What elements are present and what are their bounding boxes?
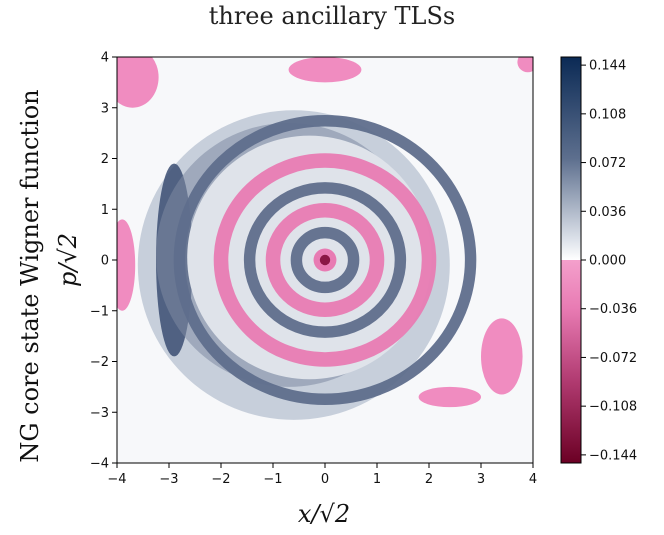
colorbar-tick-label: −0.144 — [589, 448, 637, 463]
y-tick-label: 0 — [101, 254, 109, 269]
plot-area: −4 −3 −2 −1 0 1 2 3 4 4 3 2 1 0 −1 −2 −3 −4 — [90, 51, 537, 488]
y-tick-label: −2 — [90, 355, 109, 370]
right-patch — [481, 318, 523, 395]
colorbar-tick-label: −0.036 — [589, 302, 637, 317]
colorbar-ticks: 0.144 0.108 0.072 0.036 0.000 −0.036 −0.072 −0.… — [581, 59, 637, 463]
x-tick-label: 3 — [477, 472, 485, 487]
colorbar: 0.144 0.108 0.072 0.036 0.000 −0.036 −0.072 −0.… — [560, 56, 637, 464]
colorbar-tick-label: 0.036 — [589, 205, 626, 220]
chart-title: three ancillary TLSs — [208, 2, 456, 30]
x-axis-label: x/√2 — [297, 500, 351, 528]
y-tick-label: −4 — [90, 457, 109, 472]
corner-patch — [117, 57, 159, 108]
y-ticks: 4 3 2 1 0 −1 −2 −3 −4 — [90, 51, 117, 472]
ring-positive — [173, 115, 477, 405]
y-tick-label: 2 — [101, 152, 109, 167]
top-patch — [288, 57, 362, 83]
ring-positive — [243, 182, 407, 338]
colorbar-tick-label: 0.144 — [589, 59, 626, 74]
y-tick-label: 3 — [101, 101, 109, 116]
colorbar-tick-label: −0.072 — [589, 351, 637, 366]
ring-negative — [213, 153, 437, 367]
x-tick-label: 1 — [373, 472, 381, 487]
x-tick-label: 4 — [529, 472, 537, 487]
colorbar-gradient — [561, 57, 581, 463]
x-tick-label: −1 — [263, 472, 282, 487]
x-tick-label: 2 — [425, 472, 433, 487]
y-tick-label: −1 — [90, 304, 109, 319]
center-peak — [319, 254, 331, 266]
colorbar-tick-label: 0.108 — [589, 107, 626, 122]
lower-right-patch — [418, 386, 481, 408]
x-tick-label: −2 — [211, 472, 230, 487]
colorbar-tick-label: −0.108 — [589, 400, 637, 415]
x-ticks: −4 −3 −2 −1 0 1 2 3 4 — [107, 463, 537, 487]
y-tick-label: 1 — [101, 203, 109, 218]
y-tick-label: 4 — [101, 51, 109, 66]
x-tick-label: −4 — [107, 472, 126, 487]
top-right-patch — [517, 57, 533, 73]
x-tick-label: −3 — [159, 472, 178, 487]
ring-positive — [290, 226, 360, 294]
colorbar-tick-label: 0.000 — [589, 254, 626, 269]
colorbar-tick-label: 0.072 — [589, 156, 626, 171]
x-tick-label: 0 — [321, 472, 329, 487]
y-tick-label: −3 — [90, 406, 109, 421]
heatmap-field — [117, 57, 533, 420]
ring-negative — [265, 202, 385, 318]
left-patch — [117, 219, 136, 311]
